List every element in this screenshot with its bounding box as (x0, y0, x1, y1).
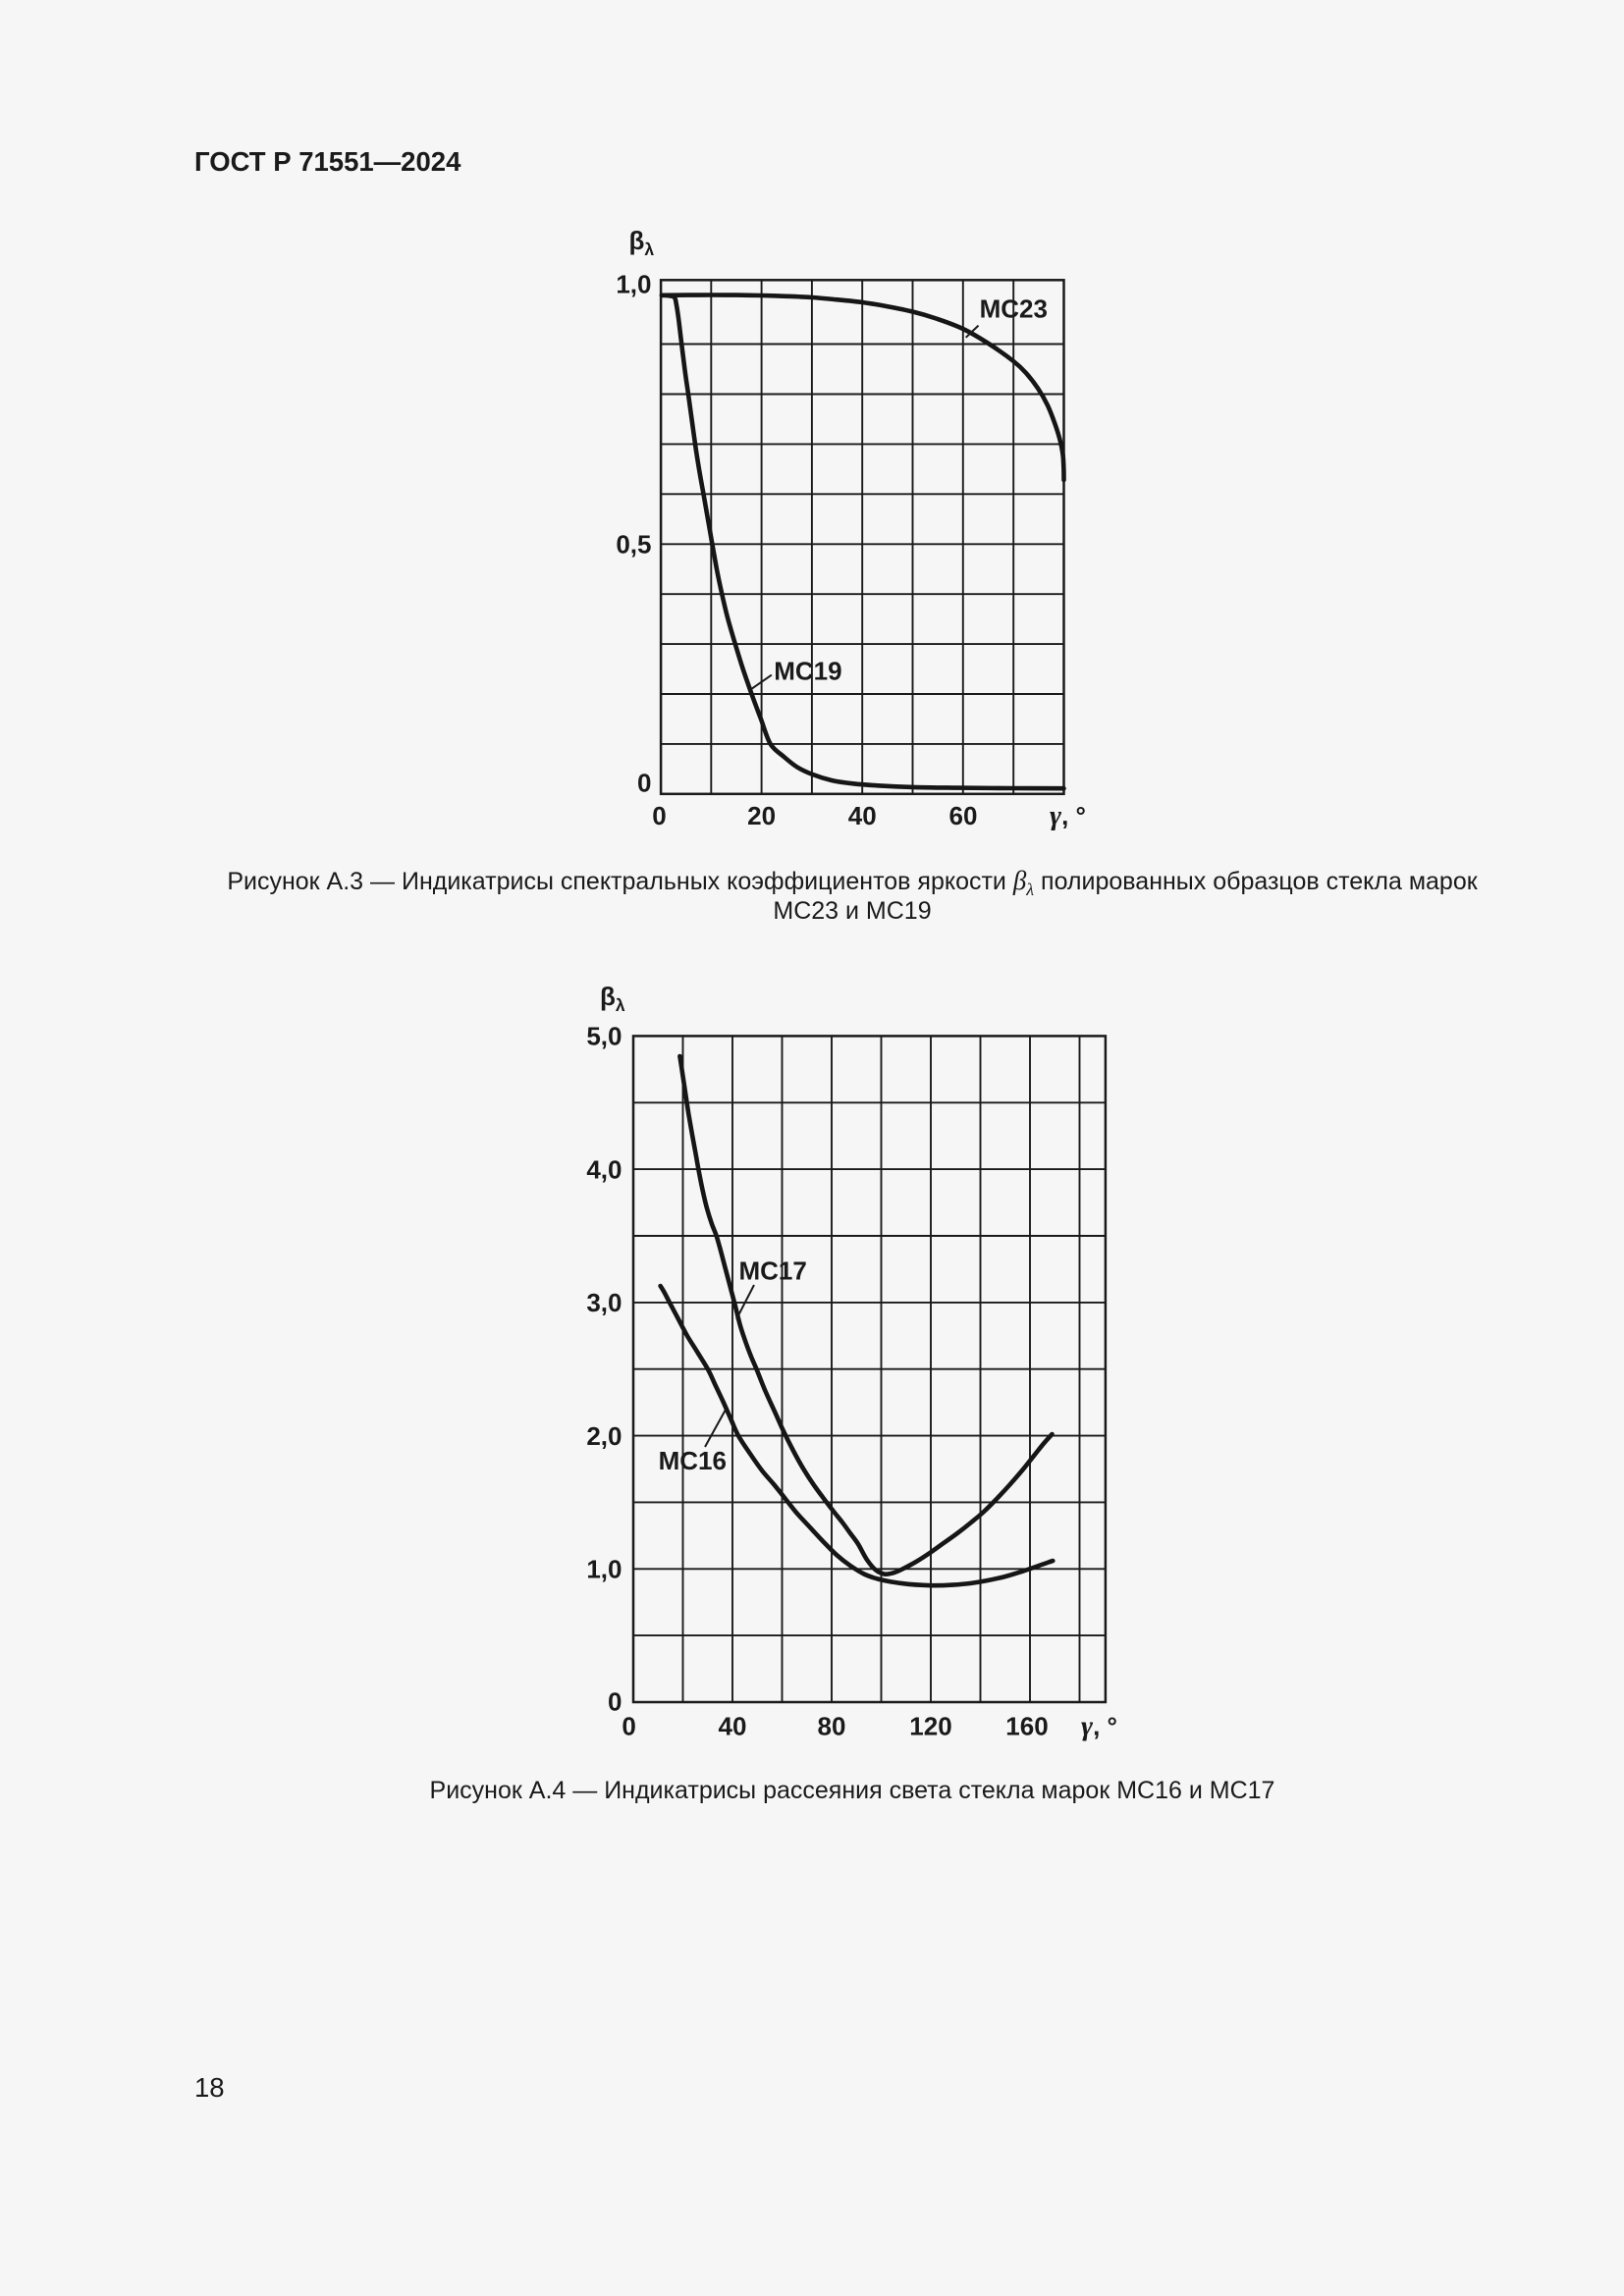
svg-text:5,0: 5,0 (586, 1022, 622, 1051)
svg-text:МС17: МС17 (739, 1255, 807, 1285)
svg-text:0: 0 (608, 1686, 622, 1716)
svg-text:γ, °: γ, ° (1081, 1711, 1117, 1742)
svg-text:20: 20 (747, 801, 776, 830)
svg-text:160: 160 (1005, 1712, 1048, 1741)
svg-text:40: 40 (848, 801, 877, 830)
svg-text:4,0: 4,0 (586, 1154, 622, 1184)
svg-text:80: 80 (818, 1712, 846, 1741)
svg-text:2,0: 2,0 (586, 1421, 622, 1451)
svg-text:МС19: МС19 (774, 656, 841, 685)
svg-text:60: 60 (949, 801, 978, 830)
svg-text:0: 0 (637, 768, 651, 797)
svg-text:1,0: 1,0 (586, 1555, 622, 1584)
svg-text:βλ: βλ (629, 226, 655, 259)
svg-text:120: 120 (909, 1712, 951, 1741)
svg-text:0,5: 0,5 (616, 530, 651, 560)
svg-text:МС23: МС23 (980, 294, 1048, 324)
svg-text:0: 0 (622, 1712, 635, 1741)
svg-text:40: 40 (719, 1712, 747, 1741)
svg-text:βλ: βλ (600, 982, 625, 1015)
svg-text:0: 0 (652, 801, 666, 830)
svg-text:1,0: 1,0 (616, 269, 651, 298)
svg-text:3,0: 3,0 (586, 1288, 622, 1317)
svg-text:γ, °: γ, ° (1050, 800, 1086, 831)
svg-text:МС16: МС16 (659, 1446, 727, 1475)
